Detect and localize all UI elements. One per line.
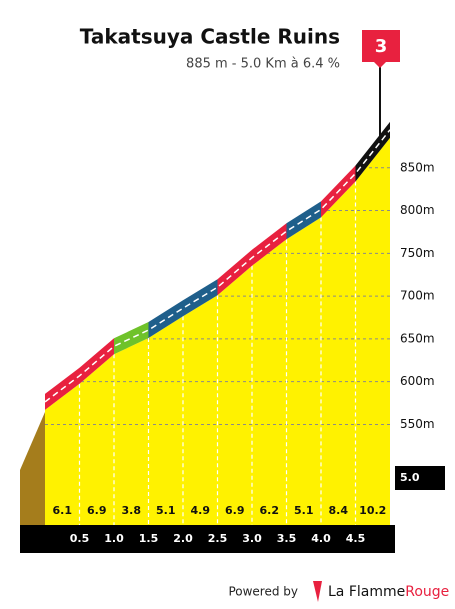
- y-tick-label: 800m: [400, 203, 435, 217]
- flag-number: 3: [375, 36, 388, 57]
- gradient-label: 6.2: [260, 504, 280, 517]
- chart-subtitle: 885 m - 5.0 Km à 6.4 %: [186, 57, 340, 72]
- gradient-label: 5.1: [294, 504, 314, 517]
- gradient-label: 5.1: [156, 504, 176, 517]
- gradient-label: 10.2: [359, 504, 386, 517]
- chart-title: Takatsuya Castle Ruins: [80, 25, 340, 49]
- logo-icon: [313, 581, 322, 602]
- y-tick-label: 600m: [400, 374, 435, 388]
- gradient-label: 6.9: [225, 504, 245, 517]
- side-face: [20, 412, 45, 552]
- x-tick-label: 2.0: [173, 532, 193, 545]
- x-tick-label: 4.5: [346, 532, 366, 545]
- band-edge: [20, 525, 45, 553]
- y-tick-label: 550m: [400, 417, 435, 431]
- x-tick-label: 1.0: [104, 532, 124, 545]
- y-tick-label: 850m: [400, 160, 435, 174]
- plot: 6.1 6.9 3.8 5.1 4.9 6.9 6.2 5.1 8.4 10.2 550m 600m 6…: [44, 121, 435, 545]
- gradient-label: 6.9: [87, 504, 107, 517]
- x-tick-label: 1.5: [139, 532, 159, 545]
- x-tick-label: 4.0: [311, 532, 331, 545]
- x-tick-label: 5.0: [400, 471, 420, 484]
- y-tick-label: 650m: [400, 331, 435, 345]
- gradient-label: 8.4: [329, 504, 349, 517]
- gradient-label: 6.1: [53, 504, 73, 517]
- x-tick-label: 0.5: [70, 532, 90, 545]
- flag: [362, 30, 400, 68]
- gradient-label: 4.9: [191, 504, 211, 517]
- x-tick-label: 2.5: [208, 532, 228, 545]
- end-tab: [395, 466, 445, 490]
- gradient-segment: [286, 201, 321, 240]
- gradient-label: 3.8: [122, 504, 142, 517]
- brand-part: Rouge: [405, 584, 449, 600]
- y-tick-label: 750m: [400, 246, 435, 260]
- powered-by: Powered by: [228, 585, 298, 599]
- gradient-segment: [148, 300, 183, 339]
- gradient-segment: [114, 322, 149, 355]
- x-tick-label: 3.0: [242, 532, 262, 545]
- y-tick-label: 700m: [400, 289, 435, 303]
- distance-band: [20, 525, 395, 553]
- gradient-segment: [183, 279, 218, 317]
- brand: La FlammeRouge: [328, 584, 449, 600]
- x-tick-label: 3.5: [277, 532, 297, 545]
- center-line: [44, 129, 391, 403]
- brand-part: La Flamme: [328, 584, 405, 600]
